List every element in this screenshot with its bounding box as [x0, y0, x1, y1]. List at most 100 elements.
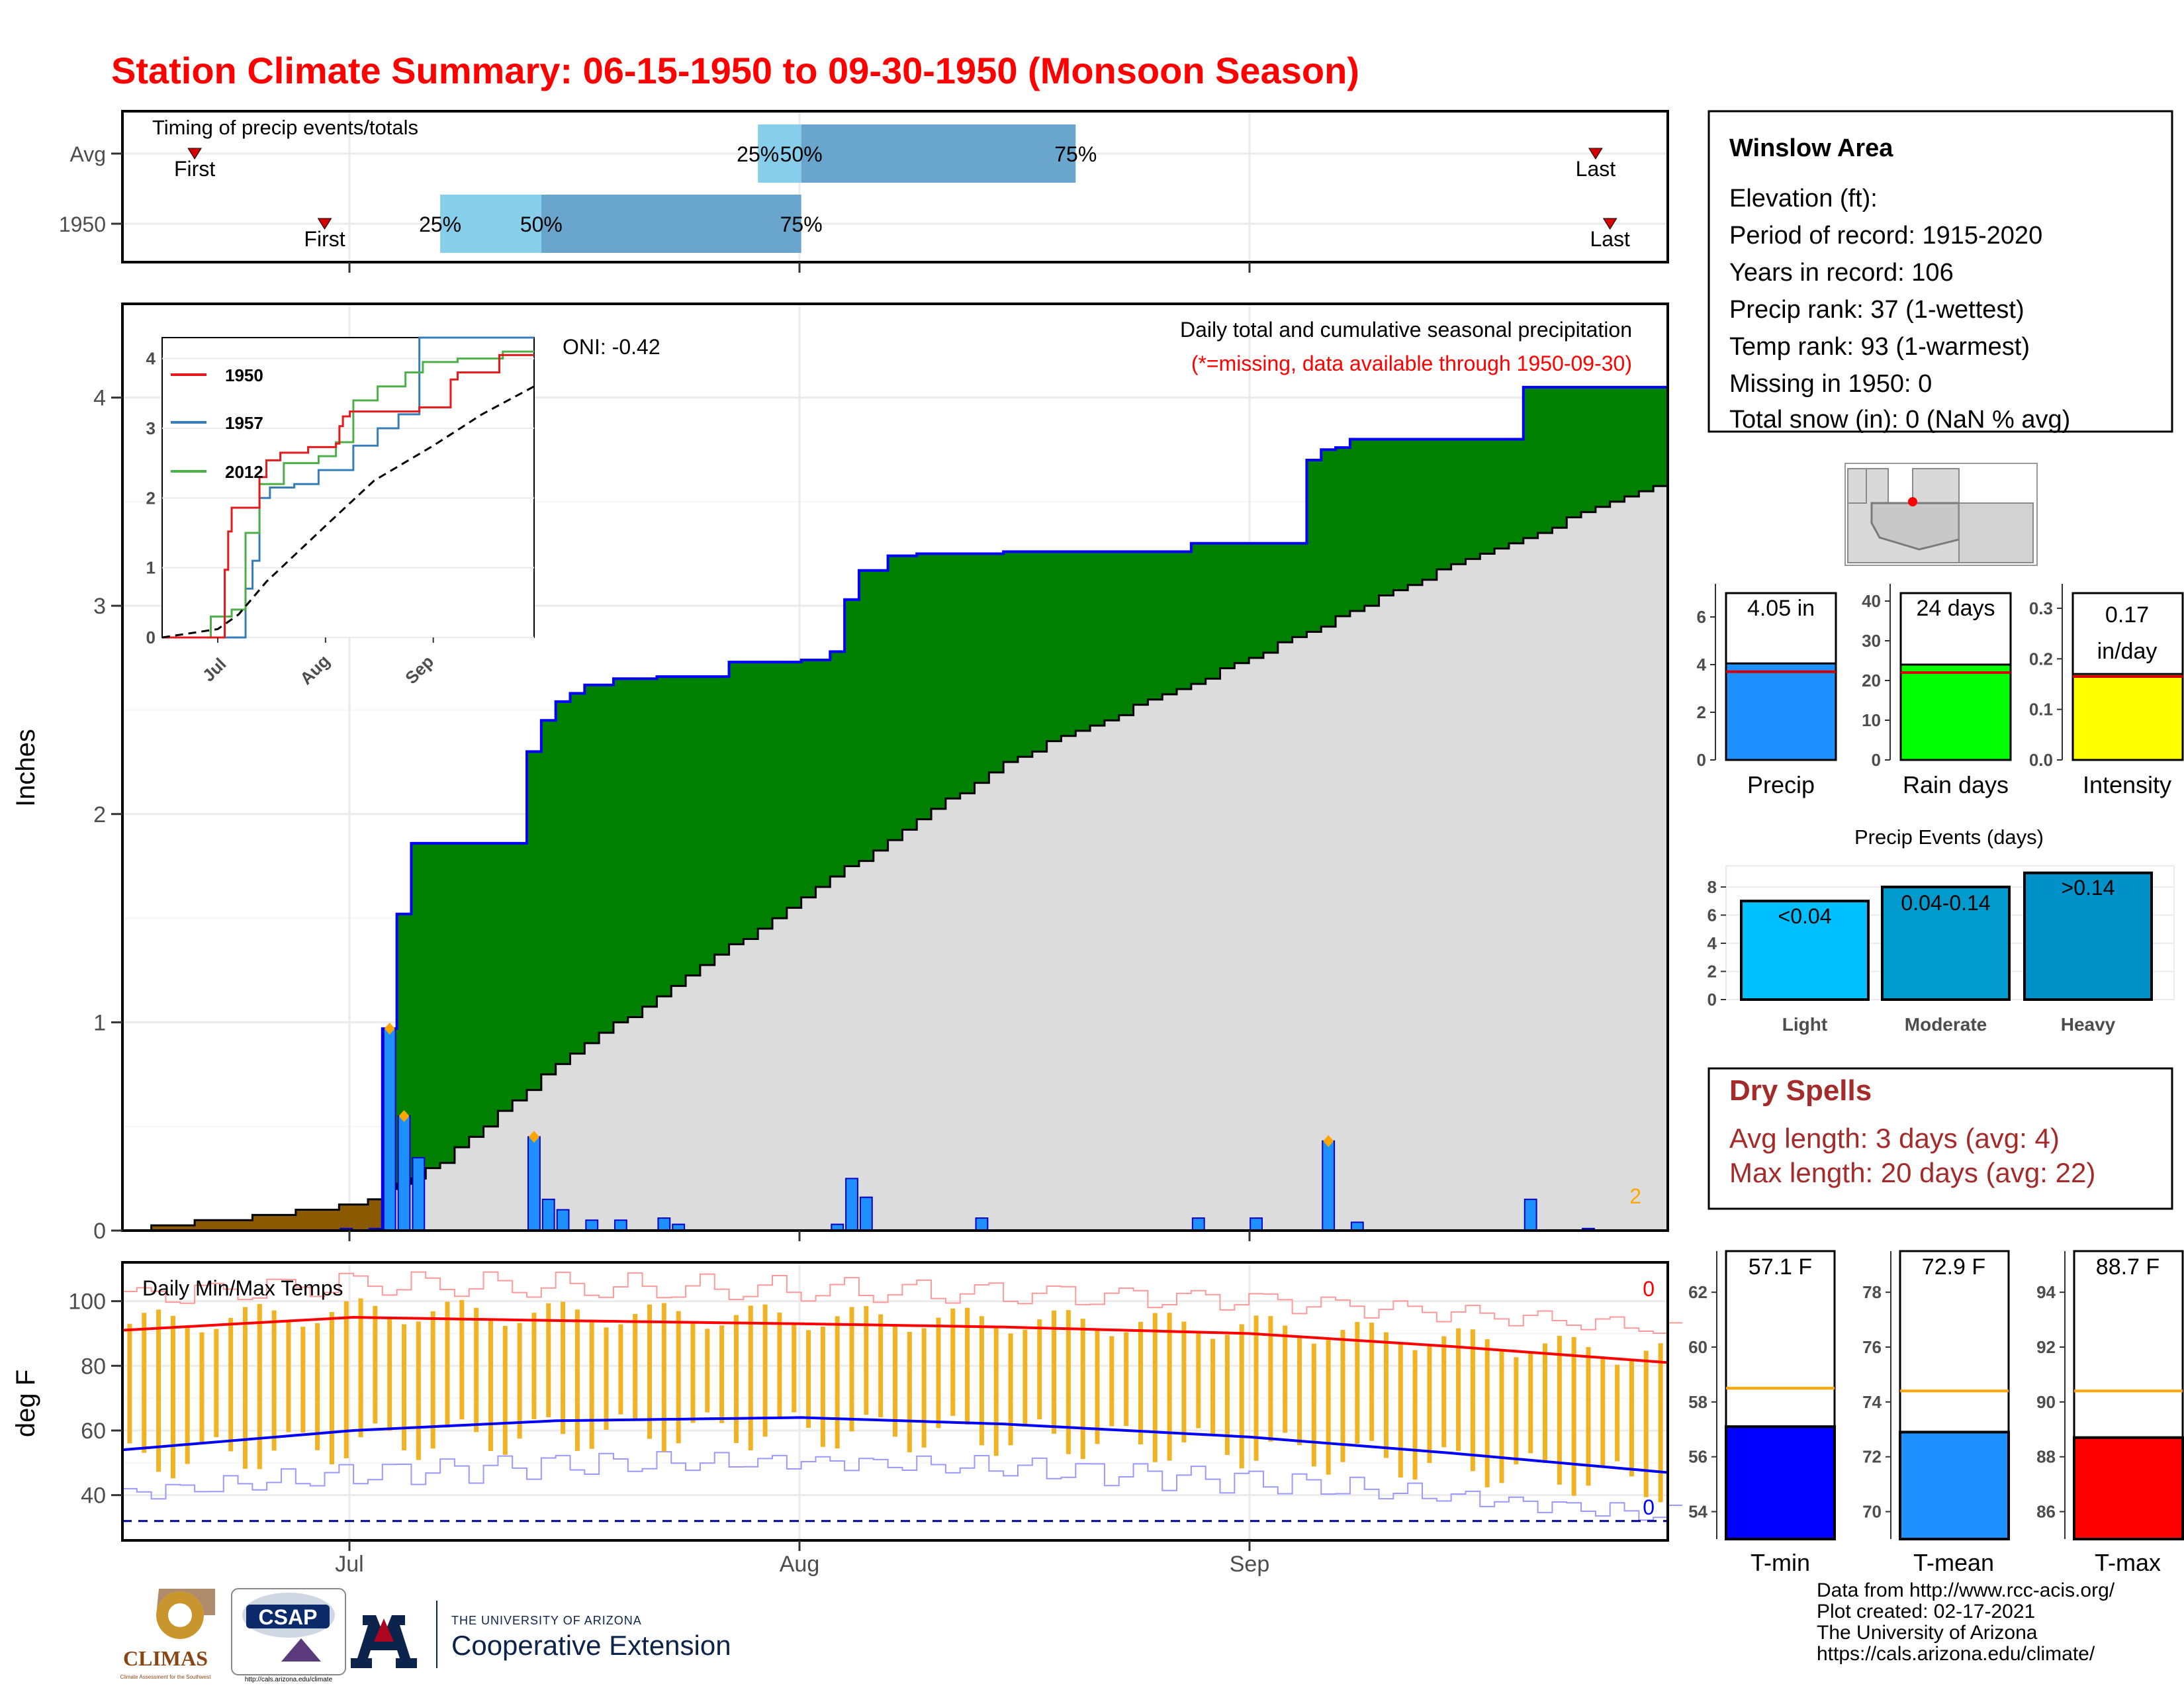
below-average-segment [295, 1209, 311, 1231]
ua-big-text: Cooperative Extension [451, 1630, 731, 1661]
credit-university: The University of Arizona [1817, 1622, 2038, 1644]
mini-y-tick-label: 30 [1862, 631, 1881, 651]
last-label: Last [1590, 227, 1630, 251]
above-average-segment [1508, 439, 1524, 543]
below-average-segment [180, 1225, 195, 1231]
temp-y-axis: 40 60 80 100 [68, 1289, 122, 1509]
mini-value-precip: 4.05 in [1747, 596, 1815, 621]
above-average-segment [830, 651, 845, 877]
record-marker [528, 1131, 539, 1143]
below-average-segment [339, 1204, 354, 1231]
daily-temp-bar [777, 1312, 782, 1417]
above-average-segment [729, 662, 744, 945]
below-average-segment [238, 1220, 253, 1231]
daily-temp-bar [907, 1331, 912, 1452]
precip-y-axis: 0 1 2 3 4 [93, 386, 122, 1244]
mini-label-precip: Precip [1747, 771, 1815, 798]
record-min-line [122, 1451, 1682, 1521]
above-average-segment [642, 679, 658, 1007]
daily-temp-bar [474, 1307, 479, 1432]
daily-temp-bar [214, 1329, 219, 1437]
temp-bar-y-tick-label: 60 [1688, 1337, 1707, 1357]
daily-temp-bar [719, 1325, 725, 1423]
daily-temp-bar [1398, 1344, 1403, 1478]
avg-min-line [122, 1416, 1668, 1474]
mini-value-raindays: 24 days [1916, 596, 1995, 621]
daily-temp-bar [1658, 1343, 1663, 1503]
daily-temp-bar [1499, 1351, 1504, 1483]
x-axis: Jul Aug Sep [335, 1231, 1269, 1577]
daily-temp-bar [1340, 1330, 1345, 1462]
season-temp-bars: 54 56 58 60 62 70 72 74 76 78 86 88 90 92 94 [1688, 1250, 2184, 1541]
daily-temp-bar [878, 1314, 884, 1418]
daily-temp-bar [1124, 1332, 1129, 1427]
above-average-segment [454, 843, 470, 1148]
above-average-segment [1436, 439, 1452, 570]
daily-temp-bar [965, 1307, 970, 1425]
temp-bar-y-tick-label: 88 [2036, 1447, 2056, 1467]
events-y-tick-label: 2 [1707, 961, 1717, 981]
daily-temp-bar [1355, 1322, 1360, 1444]
daily-temp-bar [1326, 1340, 1331, 1475]
daily-temp-bar [849, 1307, 854, 1432]
above-average-segment [1118, 551, 1134, 716]
above-average-segment [483, 843, 498, 1127]
inset-legend-1950: 1950 [225, 365, 263, 385]
daily-temp-bar [979, 1316, 984, 1446]
x-label-sep: Sep [1230, 1552, 1270, 1577]
above-average-segment [527, 751, 542, 1090]
inset-y-tick-label: 0 [146, 628, 156, 647]
above-average-segment [599, 684, 614, 1033]
summary-line-snow: Total snow (in): 0 (NaN % avg) [1729, 406, 2070, 434]
above-average-segment [1191, 543, 1206, 684]
daily-precip-bar [1524, 1198, 1537, 1231]
daily-precip-bar [556, 1209, 570, 1231]
above-average-segment [1552, 387, 1567, 528]
above-average-segment [1336, 447, 1351, 616]
summary-line-years: Years in record: 106 [1729, 259, 1954, 287]
above-average-segment [686, 677, 701, 976]
daily-temp-bar [1484, 1339, 1490, 1487]
temp-y-tick-label: 80 [81, 1354, 106, 1379]
university-of-arizona-logo: THE UNIVERSITY OF ARIZONA Cooperative Ex… [351, 1601, 731, 1668]
credit-url: https://cals.arizona.edu/climate/ [1817, 1643, 2095, 1665]
above-average-segment [1639, 387, 1654, 492]
mini-y-tick-label: 0.3 [2029, 598, 2053, 618]
daily-temp-bar [416, 1321, 421, 1460]
above-average-segment [671, 677, 686, 986]
oni-label: ONI: -0.42 [563, 335, 660, 359]
daily-temp-bar [1239, 1324, 1244, 1469]
temp-bar-fill [1899, 1430, 2010, 1540]
temp-panel: 40 60 80 100 deg F Daily Min/Max Temps 0 0 [11, 1261, 1682, 1542]
temp-y-tick-label: 100 [68, 1289, 106, 1315]
mini-value-intensity-2: in/day [2097, 639, 2158, 664]
inset-series-line [162, 336, 534, 639]
daily-temp-bar [921, 1328, 927, 1448]
daily-temp-bar [1514, 1357, 1519, 1465]
above-average-segment [1075, 551, 1091, 731]
daily-precip-bar [1191, 1217, 1205, 1231]
daily-temp-bar [387, 1317, 392, 1431]
daily-temp-bar [459, 1299, 465, 1420]
above-average-segment [1162, 551, 1177, 694]
daily-temp-bar [561, 1301, 566, 1434]
above-average-segment [1205, 543, 1221, 679]
above-average-segment [570, 693, 585, 1054]
above-average-segment [1349, 439, 1365, 612]
csap-logo: CSAP http://cals.arizona.edu/climate [231, 1588, 346, 1683]
below-average-segment [353, 1204, 369, 1231]
daily-temp-bar [835, 1316, 840, 1449]
inset-legend-1957: 1957 [225, 413, 263, 433]
csap-logo-text: CSAP [259, 1605, 318, 1629]
timing-bar-q1 [758, 124, 801, 183]
above-average-segment [772, 662, 788, 919]
inset-y-tick-label: 3 [146, 418, 156, 438]
first-marker [187, 148, 203, 160]
above-average-segment [1061, 551, 1076, 736]
first-marker [317, 218, 332, 230]
above-average-segment [931, 553, 946, 809]
daily-temp-bar [936, 1317, 941, 1429]
daily-temp-bar [1037, 1319, 1042, 1420]
daily-temp-bar [1297, 1337, 1302, 1446]
above-average-segment [555, 701, 571, 1064]
